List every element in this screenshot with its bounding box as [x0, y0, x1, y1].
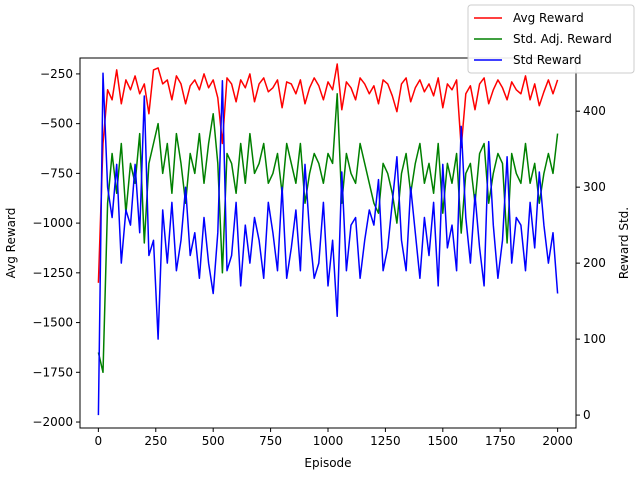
x-tick-label: 250 — [144, 434, 167, 448]
y-right-tick-label: 0 — [583, 408, 591, 422]
y-right-tick-label: 300 — [583, 180, 606, 194]
x-tick-label: 1500 — [428, 434, 459, 448]
x-axis: 0 250 500 750 1000 1250 1500 1750 2000 — [95, 428, 573, 448]
series-line-2 — [97, 93, 559, 374]
y-left-tick-label: −500 — [40, 117, 73, 131]
y-left-tick-label: −1500 — [32, 316, 73, 330]
y-left-tick-label: −1000 — [32, 216, 73, 230]
legend-box — [467, 4, 635, 74]
y-left-tick-label: −250 — [40, 67, 73, 81]
y-axis-left-label: Avg Reward — [4, 208, 18, 279]
y-left-tick-label: −1750 — [32, 365, 73, 379]
legend: Avg Reward Std. Adj. Reward Std Reward — [467, 4, 635, 74]
x-tick-label: 2000 — [542, 434, 573, 448]
legend-label-3: Std Reward — [513, 53, 581, 67]
series-line-1 — [97, 63, 559, 283]
y-left-tick-label: −1250 — [32, 266, 73, 280]
y-right-tick-label: 200 — [583, 256, 606, 270]
y-right-tick-label: 400 — [583, 104, 606, 118]
y-axis-left: −2000 −1750 −1500 −1250 −1000 −750 −500 −250 — [32, 67, 80, 429]
y-left-tick-label: −2000 — [32, 415, 73, 429]
x-tick-label: 1750 — [485, 434, 516, 448]
x-tick-label: 1250 — [370, 434, 401, 448]
series-line-3 — [97, 72, 559, 416]
x-tick-label: 0 — [95, 434, 103, 448]
y-axis-right-label: Reward Std. — [617, 207, 631, 279]
x-axis-label: Episode — [304, 456, 351, 470]
legend-label-1: Avg Reward — [513, 11, 584, 25]
x-tick-label: 1000 — [313, 434, 344, 448]
y-right-tick-label: 100 — [583, 332, 606, 346]
legend-label-2: Std. Adj. Reward — [513, 32, 612, 46]
y-axis-right: 0 100 200 300 400 — [576, 104, 606, 422]
x-tick-label: 750 — [259, 434, 282, 448]
y-left-tick-label: −750 — [40, 166, 73, 180]
x-tick-label: 500 — [202, 434, 225, 448]
series-layer — [97, 63, 559, 416]
